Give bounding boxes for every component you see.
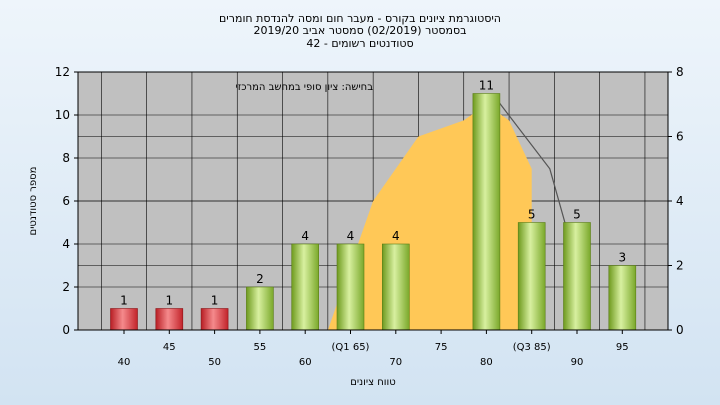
bar-value-label: 5 [528,208,536,222]
bar-60 [291,243,320,331]
x-tick-label: 95 [616,342,629,353]
x-tick-label: 45 [163,342,176,353]
x-tick-label: 40 [118,357,131,368]
bar-70 [381,243,410,331]
y-tick-label: 2 [62,280,70,294]
x-tick-label: 80 [480,357,493,368]
x-tick-label: (Q3 85) [513,342,551,353]
y-tick-label: 4 [62,237,70,251]
bar-90 [563,222,591,331]
bar-value-label: 2 [256,272,264,286]
bar-50 [200,308,229,331]
y-tick-label: 8 [62,151,70,165]
bar-value-label: 4 [392,229,400,243]
y2-tick-label: 2 [676,259,684,273]
bar-55 [246,286,274,331]
bar-value-label: 11 [479,79,494,93]
y2-tick-label: 0 [676,323,684,337]
y2-tick-label: 8 [676,65,684,79]
x-tick-label: 75 [435,342,448,353]
x-axis-title: טווח ציונים [350,377,395,388]
chart-annotation: בחישה: ציון סופי במחשב המרכזי [236,82,374,93]
y-axis-title: מספר סטודנטים [28,167,39,236]
x-tick-label: 60 [299,357,312,368]
bar-value-label: 3 [618,251,626,265]
bar-value-label: 1 [120,294,128,308]
x-tick-label: 50 [208,357,221,368]
y-tick-label: 0 [62,323,70,337]
x-tick-label: 55 [254,342,267,353]
x-tick-label: 90 [571,357,584,368]
chart-title: היסטוגרמת ציונים בקורס - מעבר חום ומסה ל… [219,12,501,25]
bar-95 [608,265,637,331]
bar-value-label: 4 [301,229,309,243]
x-tick-label: 70 [389,357,402,368]
bar-(Q1 65) [336,243,365,331]
x-tick-label: (Q1 65) [332,342,370,353]
chart-subtitle: בסמסטר (02/2019) סמסטר אביב 2019/20 [253,24,467,37]
bar-45 [155,308,184,331]
bar-80 [472,93,501,331]
y-tick-label: 6 [62,194,70,208]
bar-value-label: 4 [347,229,355,243]
y2-tick-label: 6 [676,130,684,144]
bar-(Q3 85) [517,222,546,331]
y-tick-label: 12 [55,65,70,79]
registered-students: סטודנטים רשומים - 42 [306,37,414,50]
y-tick-label: 10 [55,108,70,122]
y2-tick-label: 4 [676,194,684,208]
bar-value-label: 1 [211,294,219,308]
bar-value-label: 1 [165,294,173,308]
bar-40 [110,308,138,331]
bar-value-label: 5 [573,208,581,222]
